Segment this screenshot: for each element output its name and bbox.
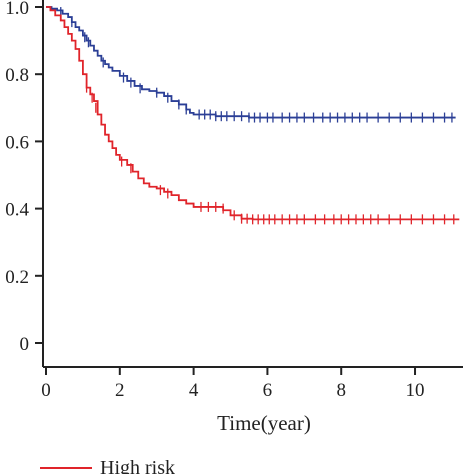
x-tick-label: 4: [189, 380, 199, 401]
series-layer: [46, 6, 460, 225]
axes-layer: 0 0.2 0.4 0.6 0.8 1.0 0 2 4 6 8 10: [5, 0, 463, 401]
y-tick-label: 0.2: [5, 267, 29, 288]
y-tick-label: 0.6: [5, 132, 29, 153]
y-tick-label: 0.8: [5, 65, 29, 86]
x-tick-label: 8: [336, 380, 346, 401]
legend: High risk: [40, 457, 175, 474]
x-tick-label: 6: [263, 380, 273, 401]
y-tick-label: 1.0: [5, 0, 29, 19]
x-tick-label: 0: [41, 380, 51, 401]
survival-curve-high-risk: [46, 6, 460, 221]
x-axis-title: Time(year): [217, 411, 311, 435]
x-tick-label: 2: [115, 380, 125, 401]
survival-curve-low-risk: [46, 6, 456, 119]
x-tick-label: 10: [406, 380, 425, 401]
legend-label-high-risk: High risk: [100, 457, 175, 474]
y-tick-label: 0.4: [5, 200, 29, 221]
y-tick-label: 0: [20, 334, 30, 355]
